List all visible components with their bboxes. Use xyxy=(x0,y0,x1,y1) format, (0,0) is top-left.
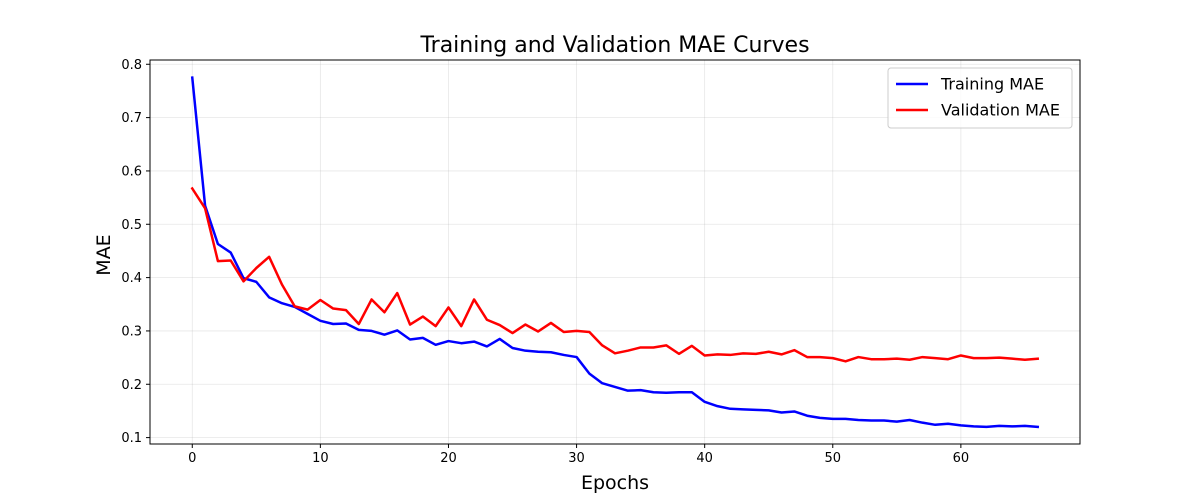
y-tick-label: 0.5 xyxy=(121,218,142,233)
y-tick-label: 0.2 xyxy=(121,378,142,393)
x-tick-label: 30 xyxy=(568,451,585,466)
series-line-training-mae xyxy=(190,76,1040,429)
legend: Training MAE Validation MAE xyxy=(887,67,1073,129)
x-tick-label: 40 xyxy=(696,451,713,466)
x-tick-label: 20 xyxy=(440,451,457,466)
x-tick-label: 10 xyxy=(312,451,329,466)
plot-frame xyxy=(149,59,1081,445)
x-tick-label: 0 xyxy=(188,451,196,466)
legend-label-validation-mae: Validation MAE xyxy=(941,101,1060,120)
y-axis-label: MAE xyxy=(93,234,115,275)
series-layer xyxy=(190,76,1040,429)
y-tick-label: 0.6 xyxy=(121,164,142,179)
y-tick-label: 0.7 xyxy=(121,111,142,126)
x-axis-label: Epochs xyxy=(581,472,649,494)
legend-box xyxy=(887,67,1073,129)
y-tick-label: 0.8 xyxy=(121,58,142,73)
y-tick-label: 0.4 xyxy=(121,271,142,286)
x-tick-label: 60 xyxy=(953,451,970,466)
x-tick-label: 50 xyxy=(824,451,841,466)
series-line-validation-mae xyxy=(190,186,1040,363)
ticks: 0 10 20 30 40 50 60 0.1 0.2 0.3 0.4 0.5 0.6 0.7 0.8 xyxy=(121,58,969,466)
chart-title: Training and Validation MAE Curves xyxy=(419,33,809,58)
legend-label-training-mae: Training MAE xyxy=(940,75,1044,94)
y-tick-label: 0.1 xyxy=(121,431,142,446)
y-tick-label: 0.3 xyxy=(121,324,142,339)
